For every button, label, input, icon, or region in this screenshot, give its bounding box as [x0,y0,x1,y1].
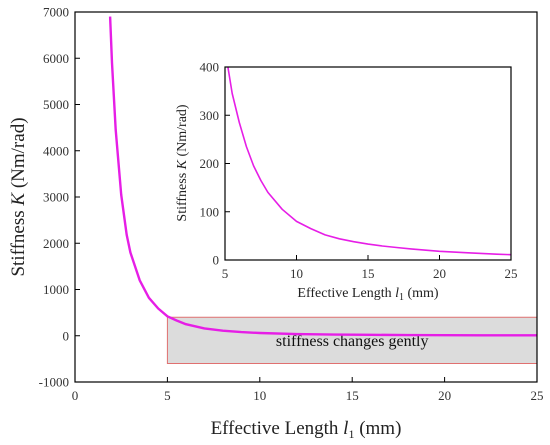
main-y-tick-label: 0 [63,328,70,343]
inset-y-axis-title: Stiffness K (Nm/rad) [175,104,190,222]
main-y-tick-label: 4000 [43,143,69,158]
inset-y-tick-label: 400 [200,60,220,75]
inset-plot: 5 10 15 20 25 0 100 200 300 400 Effective Length … [175,60,518,304]
main-y-tick-label: 1000 [43,282,69,297]
main-x-tick-label: 15 [346,388,359,403]
y-axis-title-text: Stiffness [8,206,29,277]
gentle-change-region [166,316,538,364]
x-axis-title-subscript: 1 [348,427,354,441]
x-axis-title-symbol: l [343,418,348,439]
inset-x-axis-title-text: Effective Length [297,286,395,301]
x-axis-title-text: Effective Length [211,418,344,439]
inset-background [225,67,511,260]
annotation-label: stiffness changes gently [276,333,429,350]
inset-y-axis-title-unit: (Nm/rad) [175,104,190,160]
main-y-tick-label: 2000 [43,236,69,251]
inset-x-tick-label: 20 [433,266,446,281]
main-y-tick-label: 5000 [43,97,69,112]
inset-x-tick-label: 5 [222,266,229,281]
inset-x-tick-label: 15 [362,266,375,281]
inset-y-tick-label: 0 [213,253,220,268]
x-axis-title: Effective Length l1 (mm) [211,418,402,441]
inset-x-axis-title: Effective Length l1 (mm) [297,286,439,303]
inset-x-axis-title-subscript: 1 [399,292,404,303]
main-x-tick-label: 0 [72,388,79,403]
main-plot: stiffness changes gently 0 5 10 15 20 25-1000… [8,5,544,442]
inset-x-tick-label: 10 [290,266,303,281]
main-x-tick-label: 10 [253,388,266,403]
main-y-tick-label: 6000 [43,51,69,66]
inset-y-axis-title-text: Stiffness [175,169,190,221]
inset-plot-frame [224,66,512,261]
main-y-tick-label: -1000 [39,375,69,390]
stiffness-curve [108,16,537,337]
inset-y-axis-title-symbol: K [175,159,190,170]
main-plot-frame [74,11,538,383]
main-y-tick-label: 7000 [43,5,69,20]
inset-y-tick-label: 100 [200,204,220,219]
y-axis-title-symbol: K [8,192,29,207]
x-axis-title-unit: (mm) [354,418,401,439]
y-axis-title-unit: (Nm/rad) [8,117,29,192]
main-x-tick-label: 25 [531,388,544,403]
inset-x-axis-title-symbol: l [395,286,399,301]
inset-y-tick-label: 300 [200,108,220,123]
y-axis-title: Stiffness K (Nm/rad) [8,117,29,276]
main-y-tick-label: 3000 [43,190,69,205]
main-x-tick-label: 5 [164,388,171,403]
inset-y-tick-label: 200 [200,156,220,171]
inset-stiffness-curve [227,67,511,256]
main-x-tick-label: 20 [438,388,451,403]
inset-x-tick-label: 25 [505,266,518,281]
inset-x-axis-title-unit: (mm) [404,286,439,301]
